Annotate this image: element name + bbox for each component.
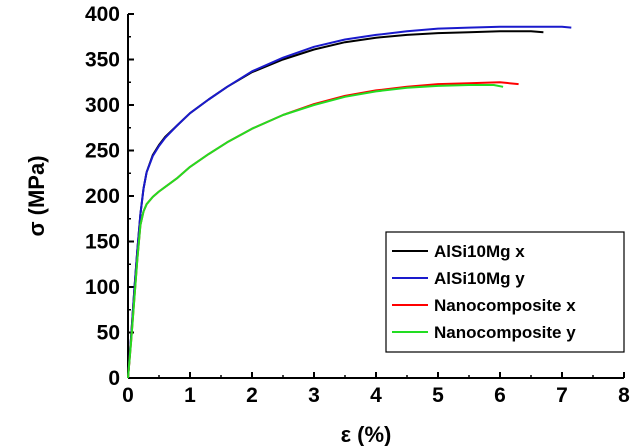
legend-label: Nanocomposite x: [434, 296, 576, 315]
y-tick-label: 400: [85, 3, 120, 26]
legend-entry: AlSi10Mg x: [392, 242, 525, 261]
series-layer: [127, 25, 572, 379]
legend-label: AlSi10Mg x: [434, 242, 525, 261]
y-tick-label: 200: [85, 185, 120, 208]
y-tick-label: 50: [97, 322, 120, 345]
x-axis: 0 1 2 3 4 5 6 7 8: [122, 372, 630, 407]
legend-entry: Nanocomposite x: [392, 296, 576, 315]
legend-label: AlSi10Mg y: [434, 269, 525, 288]
series-line: [127, 25, 572, 379]
x-axis-label: ε (%): [341, 422, 392, 446]
legend-label: Nanocomposite y: [434, 323, 576, 342]
x-tick-label: 4: [370, 384, 382, 407]
x-tick-label: 1: [184, 384, 196, 407]
y-axis: 0 50 100 150 200 250 300 350 400: [85, 3, 134, 390]
x-tick-label: 8: [618, 384, 630, 407]
legend: AlSi10Mg x AlSi10Mg y Nanocomposite x Na…: [385, 231, 625, 353]
x-tick-label: 0: [122, 384, 134, 407]
y-tick-label: 300: [85, 94, 120, 117]
y-tick-label: 0: [108, 367, 120, 390]
x-tick-label: 7: [556, 384, 568, 407]
x-tick-label: 2: [246, 384, 258, 407]
legend-entry: AlSi10Mg y: [392, 269, 525, 288]
y-axis-label: σ (MPa): [24, 155, 49, 236]
x-tick-label: 5: [432, 384, 444, 407]
y-tick-label: 100: [85, 276, 120, 299]
x-tick-label: 6: [494, 384, 506, 407]
y-tick-label: 350: [85, 49, 120, 72]
y-tick-label: 150: [85, 231, 120, 254]
legend-entry: Nanocomposite y: [392, 323, 576, 342]
series-line: [127, 84, 504, 379]
y-tick-label: 250: [85, 140, 120, 163]
x-tick-label: 3: [308, 384, 320, 407]
